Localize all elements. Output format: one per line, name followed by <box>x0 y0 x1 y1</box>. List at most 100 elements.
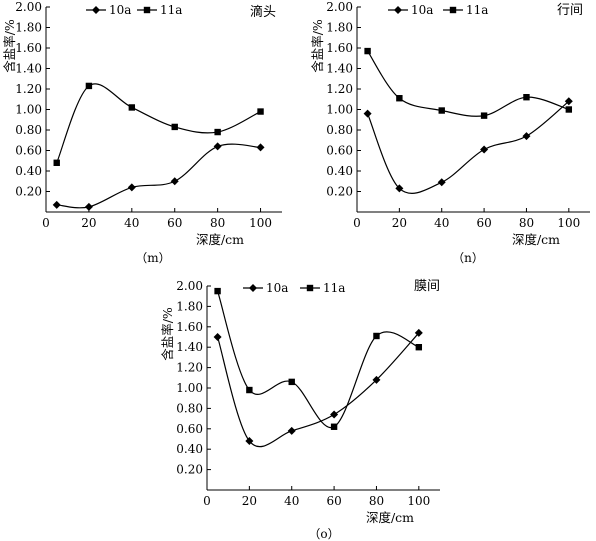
x-tick-label-o: 100 <box>407 494 430 508</box>
data-point-10a-n <box>480 145 489 154</box>
legend-marker-11a-m <box>143 6 151 14</box>
y-tick-label-m: 0.40 <box>15 164 42 178</box>
x-tick-label-m: 80 <box>210 216 225 230</box>
series-line-10a-m <box>56 143 261 209</box>
data-point-11a-m <box>257 108 264 115</box>
chart-title-m: 滴头 <box>250 4 276 20</box>
data-point-10a-m <box>213 142 222 151</box>
data-point-11a-o <box>246 386 253 394</box>
data-point-11a-o <box>373 332 380 340</box>
y-tick-label-o: 0.60 <box>176 422 203 436</box>
legend-marker-10a-n <box>394 6 402 14</box>
y-tick-label-m: 0.60 <box>15 144 42 158</box>
y-tick-label-n: 1.60 <box>326 41 353 55</box>
x-tick-label-m: 100 <box>249 216 272 230</box>
data-point-10a-n <box>437 178 446 187</box>
x-tick-label-n: 80 <box>519 216 534 230</box>
y-tick-label-m: 1.00 <box>15 103 42 117</box>
y-tick-label-n: 0.60 <box>326 144 353 158</box>
chart-caption-n: （n） <box>452 251 484 265</box>
data-point-10a-m <box>127 183 136 192</box>
data-point-11a-n <box>523 94 530 101</box>
data-point-10a-m <box>256 143 265 152</box>
data-point-11a-o <box>415 344 423 351</box>
x-tick-label-n: 20 <box>392 216 407 230</box>
chart-panel-n: 行间 含盐率/% 深度/cm （n） 0.20 0.40 0.60 0.80 1.00 1… <box>310 0 590 265</box>
chart-caption-o: （o） <box>308 527 339 541</box>
data-point-10a-m <box>52 200 61 209</box>
y-tick-label-m: 1.60 <box>15 41 42 55</box>
legend-marker-10a-m <box>92 6 100 14</box>
data-point-11a-n <box>480 112 488 119</box>
y-tick-label-o: 0.40 <box>176 442 203 456</box>
series-line-11a-o <box>217 290 420 429</box>
data-point-10a-o <box>245 437 254 446</box>
series-line-11a-m <box>56 83 261 164</box>
x-tick-label-o: 20 <box>242 494 257 508</box>
data-point-10a-n <box>522 132 531 141</box>
y-tick-label-n: 1.40 <box>326 62 353 76</box>
x-tick-label-o: 40 <box>284 494 299 508</box>
data-point-11a-n <box>364 47 371 55</box>
x-axis-label-n: 深度/cm <box>512 232 560 247</box>
legend-marker-10a-o <box>249 284 257 292</box>
x-tick-label-o: 60 <box>326 494 341 508</box>
y-tick-label-n: 1.20 <box>326 82 353 96</box>
data-point-10a-o <box>287 426 296 435</box>
series-line-11a-n <box>367 50 569 117</box>
data-point-10a-n <box>395 184 404 193</box>
data-point-11a-n <box>565 106 573 113</box>
x-tick-label-n: 60 <box>476 216 491 230</box>
legend-label-11a-n: 11a <box>466 3 488 17</box>
data-point-11a-o <box>214 287 221 295</box>
data-point-11a-o <box>288 378 295 386</box>
data-point-11a-m <box>53 159 60 166</box>
data-point-10a-o <box>414 328 423 337</box>
data-point-10a-o <box>372 375 381 384</box>
x-tick-label-o: 80 <box>369 494 384 508</box>
chart-title-o: 膜间 <box>414 279 440 294</box>
data-point-10a-m <box>84 202 93 211</box>
data-point-11a-n <box>438 107 445 114</box>
x-tick-label-m: 20 <box>81 216 96 230</box>
chart-panel-o: 膜间 含盐率/% 深度/cm （o） 0.20 0.40 0.60 0.80 1.00 1… <box>160 279 440 541</box>
legend-label-11a-o: 11a <box>323 281 345 295</box>
x-tick-label-n: 100 <box>557 216 580 230</box>
x-axis-label-o: 深度/cm <box>366 510 414 525</box>
y-tick-label-n: 0.40 <box>326 164 353 178</box>
legend-label-10a-m: 10a <box>109 3 131 17</box>
data-point-11a-m <box>214 128 221 136</box>
series-line-10a-n <box>367 100 570 194</box>
x-tick-label-o: 0 <box>203 494 211 508</box>
data-point-11a-o <box>330 423 338 430</box>
x-axis-label-m: 深度/cm <box>196 232 244 247</box>
y-tick-label-n: 1.80 <box>326 21 353 35</box>
y-tick-label-m: 2.00 <box>15 0 42 14</box>
x-tick-label-m: 60 <box>167 216 182 230</box>
y-tick-label-o: 1.60 <box>176 320 203 334</box>
y-tick-label-o: 1.00 <box>176 381 203 395</box>
data-point-11a-m <box>128 104 136 111</box>
y-tick-label-o: 1.40 <box>176 340 203 354</box>
data-point-10a-o <box>213 333 222 341</box>
x-tick-label-n: 0 <box>353 216 361 230</box>
y-tick-label-o: 2.00 <box>176 279 203 293</box>
data-point-11a-m <box>171 123 178 131</box>
x-tick-label-n: 40 <box>434 216 449 230</box>
y-tick-label-m: 1.20 <box>15 82 42 96</box>
chart-caption-m: （m） <box>135 251 170 265</box>
data-point-10a-n <box>564 97 573 106</box>
y-axis-label-m: 含盐率/% <box>2 19 17 73</box>
data-point-10a-n <box>363 109 372 118</box>
legend-label-10a-n: 10a <box>411 3 433 17</box>
chart-title-n: 行间 <box>557 3 583 18</box>
y-tick-label-o: 1.20 <box>176 361 203 375</box>
y-tick-label-m: 0.80 <box>15 123 42 137</box>
y-axis-label-n: 含盐率/% <box>310 19 325 73</box>
y-tick-label-o: 1.80 <box>176 299 203 313</box>
data-point-11a-m <box>85 82 93 90</box>
legend-marker-11a-n <box>449 6 457 14</box>
y-tick-label-n: 0.20 <box>326 185 353 199</box>
legend-label-10a-o: 10a <box>266 281 288 295</box>
